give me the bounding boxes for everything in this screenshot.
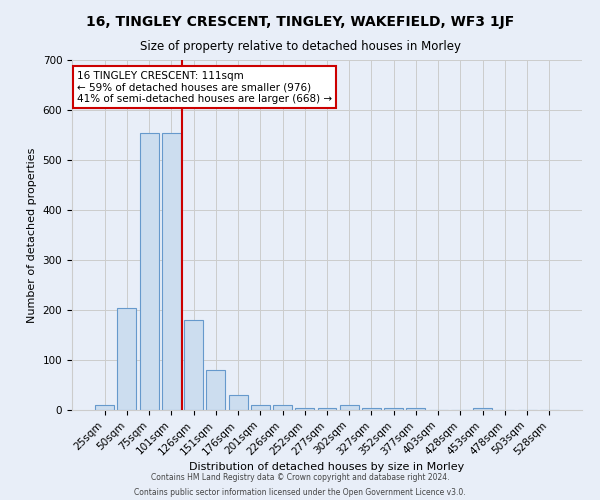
Text: 16, TINGLEY CRESCENT, TINGLEY, WAKEFIELD, WF3 1JF: 16, TINGLEY CRESCENT, TINGLEY, WAKEFIELD… xyxy=(86,15,514,29)
Bar xyxy=(340,405,359,410)
Text: 16 TINGLEY CRESCENT: 111sqm
← 59% of detached houses are smaller (976)
41% of se: 16 TINGLEY CRESCENT: 111sqm ← 59% of det… xyxy=(77,70,332,104)
Bar xyxy=(473,408,492,410)
Bar xyxy=(406,408,425,410)
Bar xyxy=(384,408,403,410)
Bar xyxy=(251,405,270,410)
Bar xyxy=(162,132,181,410)
Bar xyxy=(206,370,225,410)
Bar xyxy=(229,395,248,410)
Bar xyxy=(317,408,337,410)
Bar xyxy=(184,320,203,410)
Text: Contains public sector information licensed under the Open Government Licence v3: Contains public sector information licen… xyxy=(134,488,466,497)
X-axis label: Distribution of detached houses by size in Morley: Distribution of detached houses by size … xyxy=(190,462,464,472)
Bar xyxy=(295,408,314,410)
Bar xyxy=(362,408,381,410)
Bar xyxy=(118,308,136,410)
Bar xyxy=(95,405,114,410)
Text: Contains HM Land Registry data © Crown copyright and database right 2024.: Contains HM Land Registry data © Crown c… xyxy=(151,473,449,482)
Bar xyxy=(273,405,292,410)
Text: Size of property relative to detached houses in Morley: Size of property relative to detached ho… xyxy=(139,40,461,53)
Y-axis label: Number of detached properties: Number of detached properties xyxy=(27,148,37,322)
Bar xyxy=(140,132,158,410)
